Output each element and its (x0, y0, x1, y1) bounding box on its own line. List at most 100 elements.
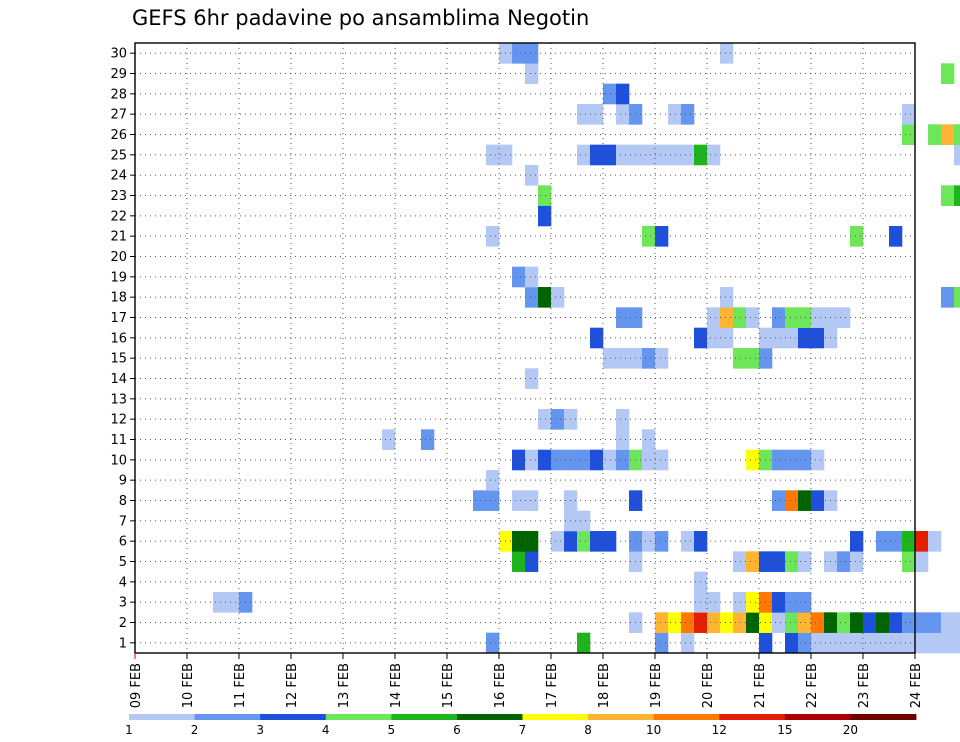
y-tick-label: 22 (110, 209, 127, 224)
heatmap-cell (915, 632, 929, 654)
heatmap-cell (655, 226, 669, 247)
heatmap-cell (798, 327, 812, 349)
heatmap-cell (720, 307, 734, 328)
chart-title: GEFS 6hr padavine po ansamblima Negotin (132, 6, 590, 30)
heatmap-cell (525, 531, 539, 552)
heatmap-cell (915, 551, 929, 572)
heatmap-cell (590, 531, 604, 552)
heatmap-cell (681, 531, 695, 552)
heatmap-cell (837, 307, 851, 328)
heatmap-cell (798, 490, 812, 511)
x-tick-label: 16 FEB (493, 663, 508, 708)
y-tick-label: 2 (119, 616, 127, 631)
heatmap-cell (421, 429, 435, 450)
heatmap-cell (928, 124, 942, 145)
heatmap-cell (785, 327, 799, 349)
heatmap-cell (590, 144, 604, 166)
x-tick-label: 17 FEB (545, 663, 560, 708)
colorbar-label: 3 (256, 723, 264, 737)
heatmap-cell (915, 612, 929, 633)
heatmap-cell (785, 449, 799, 471)
heatmap-cell (954, 124, 960, 145)
colorbar-swatch (588, 714, 655, 720)
colorbar-swatch (522, 714, 589, 720)
colorbar-swatch (129, 714, 195, 720)
heatmap-cell (707, 592, 721, 613)
heatmap-cell (668, 104, 682, 125)
heatmap-cell (486, 470, 500, 491)
heatmap-cell (616, 409, 630, 430)
heatmap-cell (876, 531, 890, 552)
heatmap-cell (746, 449, 760, 471)
heatmap-cell (616, 104, 630, 125)
heatmap-cell (707, 144, 721, 166)
colorbar-swatch (653, 714, 720, 720)
heatmap-cell (811, 327, 825, 349)
heatmap-cell (616, 144, 630, 166)
heatmap-cell (512, 531, 526, 552)
heatmap-cell (577, 632, 591, 654)
colorbar-swatch (391, 714, 458, 720)
heatmap-cell (811, 612, 825, 633)
heatmap-cell (733, 592, 747, 613)
heatmap-cell (941, 185, 955, 206)
heatmap-cell (720, 612, 734, 633)
y-tick-label: 17 (110, 311, 127, 326)
heatmap-cell (811, 307, 825, 328)
colorbar-label: 12 (712, 723, 727, 737)
heatmap-cell (655, 612, 669, 633)
heatmap-cell (954, 287, 960, 308)
heatmap-cell (590, 327, 604, 349)
y-tick-label: 7 (119, 514, 127, 529)
heatmap-cell (642, 144, 656, 166)
heatmap-cell (577, 104, 591, 125)
colorbar-swatch (850, 714, 917, 720)
heatmap-cell (382, 429, 396, 450)
colorbar-swatch (456, 714, 523, 720)
heatmap-cell (902, 632, 916, 654)
colorbar-label: 4 (322, 723, 330, 737)
heatmap-cell (902, 612, 916, 633)
heatmap-cell (811, 490, 825, 511)
heatmap-cell (525, 551, 539, 572)
x-tick-label: 12 FEB (285, 663, 300, 708)
colorbar-swatch (719, 714, 786, 720)
colorbar-label: 15 (777, 723, 792, 737)
heatmap-cell (954, 632, 960, 654)
heatmap-cell (512, 449, 526, 471)
heatmap-cell (746, 551, 760, 572)
y-tick-label: 3 (119, 596, 127, 611)
heatmap-cell (538, 409, 552, 430)
heatmap-cell (525, 266, 539, 288)
heatmap-cell (213, 592, 227, 613)
heatmap-cell (525, 165, 539, 186)
colorbar-swatch (784, 714, 851, 720)
colorbar-label: 8 (584, 723, 592, 737)
heatmap-cell (512, 266, 526, 288)
heatmap-cell (603, 449, 617, 471)
heatmap-cell (941, 632, 955, 654)
heatmap-cell (577, 449, 591, 471)
heatmap-cell (668, 612, 682, 633)
heatmap-cell (954, 185, 960, 206)
heatmap-cell (811, 632, 825, 654)
heatmap-cell (811, 449, 825, 471)
heatmap-cell (616, 307, 630, 328)
heatmap-cell (642, 531, 656, 552)
heatmap-cell (798, 592, 812, 613)
heatmap-cell (616, 83, 630, 105)
heatmap-cell (902, 104, 916, 125)
x-tick-label: 23 FEB (857, 663, 872, 708)
y-tick-label: 6 (119, 535, 127, 550)
heatmap-cell (577, 531, 591, 552)
heatmap-cell (590, 449, 604, 471)
heatmap-cell (486, 144, 500, 166)
heatmap-cell (525, 449, 539, 471)
heatmap-cell (863, 632, 877, 654)
colorbar-swatch (194, 714, 261, 720)
heatmap-cell (642, 429, 656, 450)
heatmap-cell (538, 185, 552, 206)
colorbar-label: 7 (519, 723, 527, 737)
x-tick-label: 22 FEB (805, 663, 820, 708)
heatmap-cell (850, 551, 864, 572)
